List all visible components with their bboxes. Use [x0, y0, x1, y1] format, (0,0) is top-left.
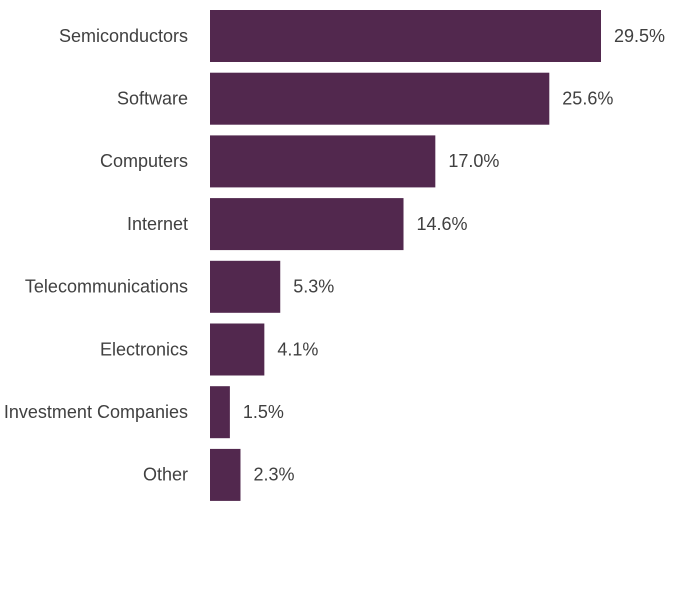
value-label: 2.3%: [253, 465, 294, 485]
value-label: 5.3%: [293, 277, 334, 297]
value-label: 1.5%: [243, 402, 284, 422]
value-label: 17.0%: [448, 151, 499, 171]
category-label: Computers: [100, 151, 188, 171]
category-label: Electronics: [100, 339, 188, 359]
category-label: Other: [143, 465, 188, 485]
bar: [210, 323, 265, 376]
bar: [210, 448, 241, 501]
value-label: 29.5%: [614, 26, 665, 46]
value-label: 4.1%: [277, 339, 318, 359]
bar: [210, 135, 436, 188]
bar: [210, 260, 281, 313]
bar: [210, 10, 601, 62]
bar: [210, 198, 404, 251]
category-label: Investment Companies: [4, 402, 188, 422]
bar: [210, 386, 230, 439]
bar: [210, 72, 550, 125]
value-label: 14.6%: [417, 214, 468, 234]
category-label: Semiconductors: [59, 26, 188, 46]
category-label: Telecommunications: [25, 277, 188, 297]
value-label: 25.6%: [562, 88, 613, 108]
category-label: Software: [117, 88, 188, 108]
category-label: Internet: [127, 214, 188, 234]
